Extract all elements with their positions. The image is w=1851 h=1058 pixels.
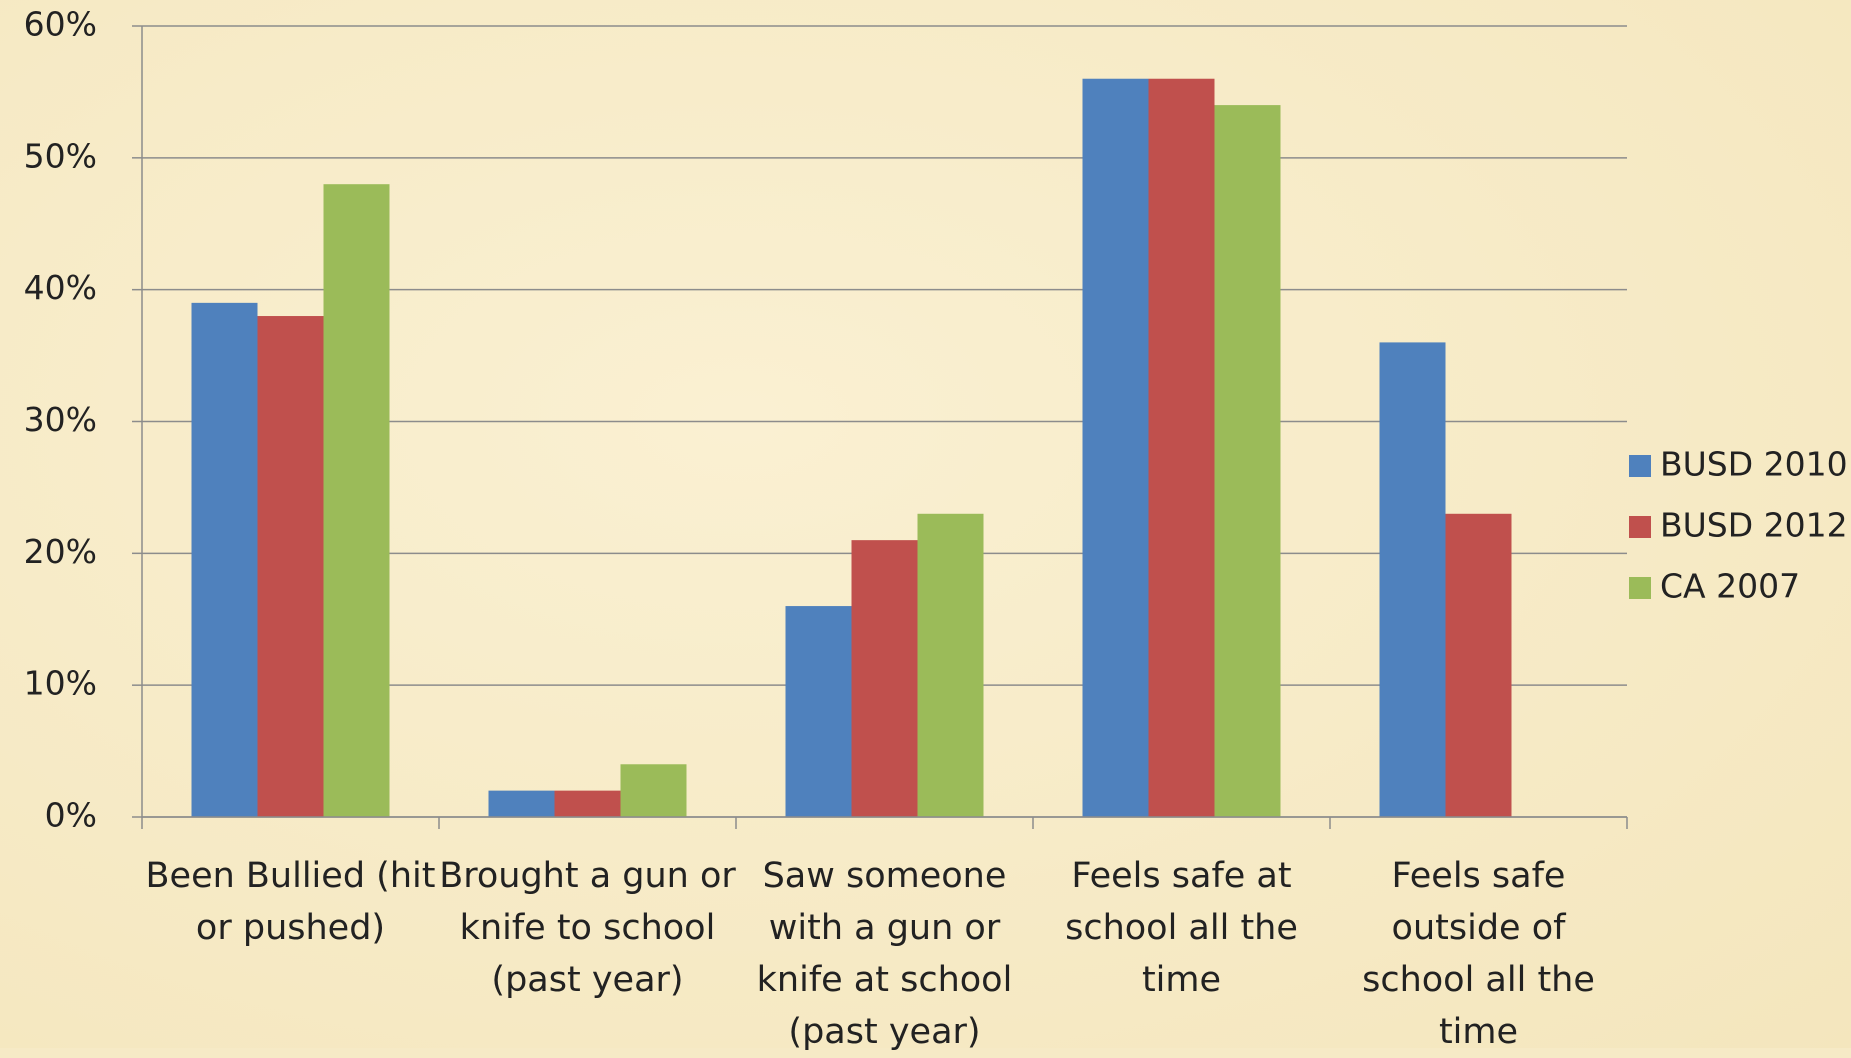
- legend-label: BUSD 2012: [1660, 506, 1848, 545]
- y-tick-label: 0%: [45, 796, 97, 835]
- bar: [620, 764, 687, 817]
- y-tick-label: 30%: [24, 400, 97, 439]
- legend-label: BUSD 2010: [1660, 445, 1848, 484]
- legend-swatch: [1629, 577, 1651, 599]
- bar: [488, 790, 555, 817]
- bar: [785, 606, 852, 817]
- legend-swatch: [1629, 455, 1651, 477]
- bar: [917, 513, 984, 817]
- x-tick-label: Saw someone with a gun or knife at schoo…: [756, 856, 1013, 1052]
- y-tick-label: 20%: [24, 532, 97, 571]
- y-tick-label: 50%: [24, 136, 97, 175]
- bar: [851, 540, 918, 817]
- bar: [1445, 513, 1512, 817]
- bar: [323, 184, 390, 817]
- y-tick-label: 10%: [24, 664, 97, 703]
- legend-swatch: [1629, 516, 1651, 538]
- x-tick-label: Been Bullied (hit or pushed): [145, 856, 436, 948]
- bar: [1082, 78, 1149, 817]
- bar: [1148, 78, 1215, 817]
- bar: [257, 316, 324, 817]
- bar: [1214, 105, 1281, 818]
- bar: [554, 790, 621, 817]
- x-tick-label: Feels safe outside of school all the tim…: [1362, 856, 1595, 1052]
- y-tick-label: 60%: [24, 5, 97, 44]
- legend-label: CA 2007: [1660, 567, 1800, 606]
- bar: [191, 302, 258, 818]
- x-tick-label: Brought a gun or knife to school (past y…: [439, 856, 736, 1000]
- y-tick-label: 40%: [24, 268, 97, 307]
- bar: [1379, 342, 1446, 817]
- x-tick-label: Feels safe at school all the time: [1065, 856, 1298, 1000]
